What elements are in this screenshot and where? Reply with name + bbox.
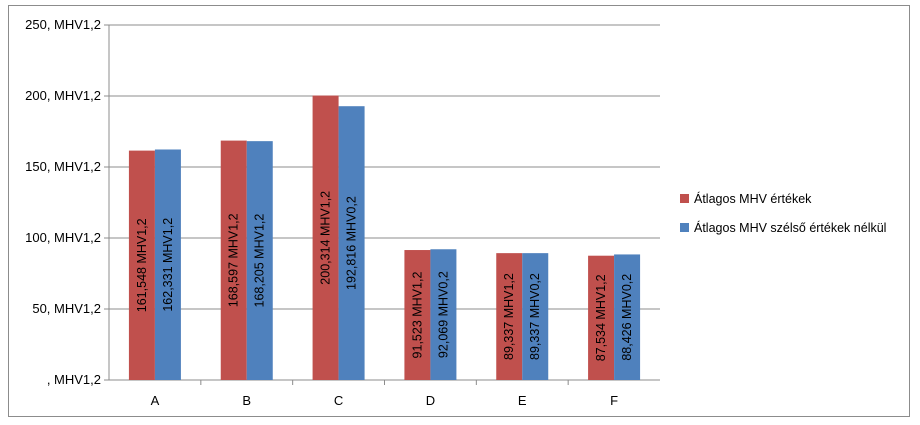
bar-data-label: 200,314 MHV1,2: [319, 191, 333, 285]
bar-data-label: 89,337 MHV1,2: [502, 273, 516, 360]
gridlines: [109, 24, 660, 310]
bar-series1-A: [128, 150, 155, 380]
y-tick-label: , MHV1,2: [47, 372, 101, 387]
bar-series1-B: [220, 140, 247, 380]
legend-swatch: [680, 194, 689, 203]
bar-data-label: 88,426 MHV0,2: [620, 274, 634, 361]
y-tick-label: 200, MHV1,2: [25, 88, 101, 103]
bar-data-label: 87,534 MHV1,2: [594, 274, 608, 361]
bar-data-label: 192,816 MHV0,2: [345, 196, 359, 290]
bar-series2-E: [522, 253, 549, 380]
legend-label: Átlagos MHV szélső értékek nélkül: [694, 220, 886, 235]
x-tick-label: A: [151, 393, 160, 408]
bar-series1-F: [588, 255, 615, 380]
bars: [128, 95, 641, 380]
bar-series2-F: [614, 254, 641, 380]
y-tick-label: 250, MHV1,2: [25, 17, 101, 32]
x-tick-label: C: [334, 393, 343, 408]
y-tick-label: 50, MHV1,2: [32, 301, 101, 316]
bar-data-label: 91,523 MHV1,2: [410, 272, 424, 359]
bar-series1-C: [312, 95, 339, 380]
y-tick-label: 100, MHV1,2: [25, 230, 101, 245]
data-labels: 161,548 MHV1,2 162,331 MHV1,2 168,597 MHV1…: [135, 191, 634, 361]
bar-series2-D: [430, 249, 457, 380]
bar-data-label: 162,331 MHV1,2: [161, 218, 175, 312]
axes: , MHV1,2 50, MHV1,2 100, MHV1,2 150, MHV1,2…: [25, 17, 660, 408]
bar-data-label: 161,548 MHV1,2: [135, 218, 149, 312]
bar-data-label: 168,597 MHV1,2: [227, 213, 241, 307]
bar-data-label: 89,337 MHV0,2: [528, 273, 542, 360]
bar-series2-B: [246, 141, 273, 380]
x-tick-label: D: [426, 393, 435, 408]
bar-series1-D: [404, 250, 431, 380]
y-tick-label: 150, MHV1,2: [25, 159, 101, 174]
x-tick-label: E: [518, 393, 527, 408]
legend: Átlagos MHV értékek Átlagos MHV szélső ér…: [680, 191, 886, 235]
bar-series1-E: [496, 253, 523, 380]
bar-series2-A: [154, 149, 181, 380]
legend-label: Átlagos MHV értékek: [694, 191, 812, 206]
x-tick-label: F: [610, 393, 618, 408]
legend-swatch: [680, 223, 689, 232]
bar-data-label: 168,205 MHV1,2: [253, 214, 267, 308]
x-tick-label: B: [242, 393, 251, 408]
bar-data-label: 92,069 MHV0,2: [436, 271, 450, 358]
bar-series2-C: [338, 106, 365, 380]
